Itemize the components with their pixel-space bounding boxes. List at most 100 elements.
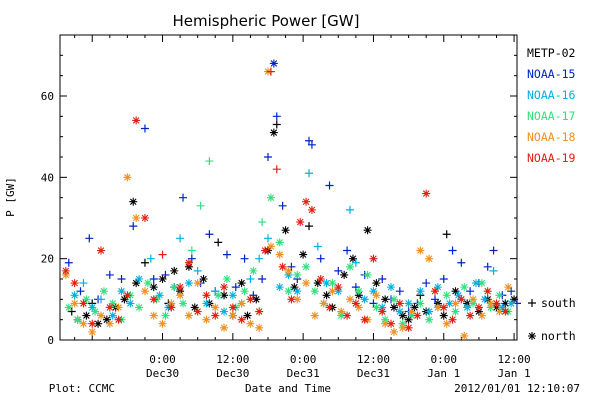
x-tick-date-label: Dec30 (216, 367, 249, 380)
point-north (463, 303, 472, 312)
legend-entry: NOAA-17 (527, 109, 576, 123)
point-north (381, 319, 390, 328)
point-north (398, 311, 407, 320)
point-north (372, 279, 381, 288)
point-north (416, 299, 425, 308)
point-north (430, 287, 439, 296)
point-north (369, 287, 378, 296)
point-north (316, 275, 325, 283)
point-north (498, 303, 507, 312)
point-north (114, 315, 123, 324)
point-north (477, 311, 486, 320)
point-south (187, 254, 196, 263)
point-north (395, 299, 404, 308)
point-north (287, 295, 296, 304)
point-north (439, 311, 448, 320)
point-north (325, 303, 334, 312)
legend-entry: NOAA-18 (527, 130, 576, 144)
point-north (293, 295, 302, 304)
point-north (132, 214, 141, 222)
chart-title: Hemispheric Power [GW] (173, 12, 360, 30)
point-north (269, 128, 278, 137)
plot-axes: 02040600:00Dec3012:00Dec300:00Dec3112:00… (41, 34, 531, 380)
point-north (346, 262, 355, 271)
point-north (149, 295, 158, 304)
point-north (108, 311, 117, 320)
point-north (343, 311, 352, 320)
point-north (176, 291, 185, 300)
point-north (486, 299, 495, 308)
x-tick-date-label: Dec31 (357, 367, 390, 380)
point-north (460, 283, 469, 292)
point-north (477, 279, 486, 288)
point-south (117, 275, 126, 283)
footer-left: Plot: CCMC (49, 382, 115, 395)
point-north (474, 307, 483, 316)
legend-entry: METP-02 (527, 46, 575, 60)
point-south (231, 283, 240, 292)
point-north (237, 315, 246, 324)
point-north (211, 311, 220, 320)
x-tick-label: 0:00 (290, 353, 317, 366)
point-north (439, 303, 448, 312)
point-north (220, 307, 229, 316)
point-north (387, 283, 396, 292)
point-north (360, 315, 369, 324)
point-south (105, 270, 114, 279)
point-north (126, 299, 135, 308)
point-north (425, 254, 434, 263)
marker-legend: south north (528, 296, 576, 343)
point-north (243, 311, 252, 320)
point-north (184, 258, 193, 267)
point-north (252, 295, 261, 304)
legend-symbol-star (528, 332, 536, 340)
point-south (334, 266, 343, 275)
y-tick-label: 20 (41, 253, 54, 266)
point-north (302, 262, 311, 271)
point-north (140, 214, 149, 222)
point-south (325, 181, 334, 190)
point-south (351, 283, 360, 292)
point-south (305, 136, 314, 145)
point-north (507, 299, 516, 308)
point-south (346, 205, 355, 214)
point-north (149, 283, 158, 292)
point-south (258, 218, 267, 227)
point-north (228, 291, 237, 300)
point-north (105, 319, 114, 328)
point-north (97, 311, 106, 320)
point-north (463, 299, 472, 308)
point-south (489, 246, 498, 255)
point-north (228, 303, 237, 312)
point-north (510, 295, 519, 304)
y-axis-label: P [GW] (4, 177, 17, 217)
series-noaa-17 (64, 157, 513, 328)
point-north (381, 315, 390, 324)
point-north (228, 311, 237, 320)
point-south (278, 201, 287, 210)
point-north (422, 189, 431, 198)
point-south (263, 153, 272, 161)
point-north (495, 291, 504, 300)
point-north (266, 193, 275, 202)
point-south (439, 275, 448, 283)
point-north (334, 287, 343, 296)
point-south (67, 307, 76, 316)
point-north (296, 218, 305, 227)
point-north (214, 291, 223, 300)
point-south (369, 299, 378, 308)
x-tick-label: 12:00 (357, 353, 390, 366)
series-noaa-18 (61, 67, 513, 340)
legend-symbol-plus (528, 299, 536, 307)
point-north (135, 275, 144, 283)
point-north (433, 303, 442, 312)
point-north (302, 279, 311, 288)
point-north (307, 205, 316, 214)
point-north (337, 311, 346, 320)
point-north (149, 311, 158, 320)
point-south (272, 165, 281, 174)
point-south (179, 193, 188, 202)
point-north (70, 299, 79, 308)
point-north (425, 315, 434, 324)
point-north (222, 275, 231, 283)
